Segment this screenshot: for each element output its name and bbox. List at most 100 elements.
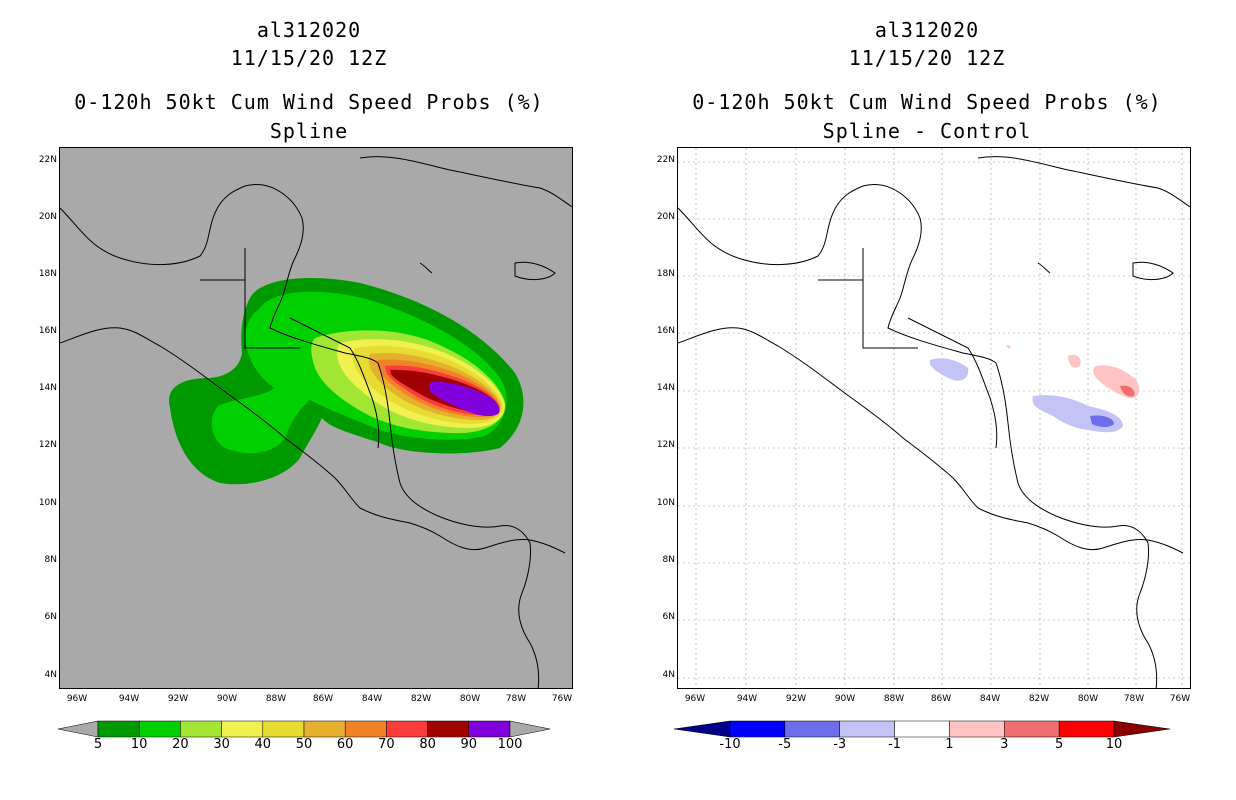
contour-pos-1 [1068,354,1081,368]
lon-label: 82W [410,694,432,704]
method-title: Spline - Control [822,119,1032,143]
lat-label: 12N [38,440,57,450]
lat-label: 22N [38,155,57,165]
difference-map [677,147,1191,689]
coastlines [60,156,572,688]
colorbar-swatch [221,720,264,738]
colorbar-low-arrow [57,720,99,738]
lat-label: 20N [38,212,57,222]
colorbar-label: 20 [172,737,189,752]
lon-label: 92W [167,694,189,704]
contour-neg-1 [1032,395,1123,433]
contour-neg-1 [930,358,969,381]
lon-label: 94W [736,694,758,704]
colorbar-swatch [262,720,305,738]
contour-90 [428,381,500,417]
contour-pos-3 [1120,385,1135,397]
lat-label: 22N [656,155,675,165]
coastlines [678,156,1190,688]
product-title: 0-120h 50kt Cum Wind Speed Probs (%) [692,90,1162,114]
lat-label: 12N [656,440,675,450]
probability-map [59,147,573,689]
colorbar-swatch [303,720,346,738]
gridlines [678,148,1190,688]
lon-label: 80W [459,694,481,704]
lon-label: 84W [979,694,1001,704]
lat-label: 8N [662,555,675,565]
lat-label: 10N [656,498,675,508]
lon-label: 86W [312,694,334,704]
colorbar-swatch [180,720,222,738]
contour-neg-3 [1090,415,1114,427]
lon-label: 80W [1077,694,1099,704]
difference-map-canvas [678,148,1190,688]
lon-label: 78W [1123,694,1145,704]
lat-label: 16N [38,326,57,336]
colorbar-label: 100 [497,737,523,752]
colorbar-swatch [344,720,387,738]
colorbar-label: 60 [336,737,354,752]
left-panel: al312020 11/15/20 12Z 0-120h 50kt Cum Wi… [0,18,618,760]
right-panel: al312020 11/15/20 12Z 0-120h 50kt Cum Wi… [618,0,1236,800]
lat-label: 10N [38,498,57,508]
colorbar-swatch [1058,720,1115,738]
lon-label: 84W [361,694,383,704]
colorbar-label: 50 [295,737,313,752]
lat-label: 8N [44,555,57,565]
colorbar-swatch [427,720,470,738]
lon-label: 88W [265,694,287,704]
lon-label: 76W [551,694,573,704]
difference-contours [930,345,1140,433]
colorbar-label: 40 [254,737,272,752]
lat-label: 4N [662,670,675,680]
storm-id-title: al312020 [256,18,362,42]
probability-contours [169,278,524,485]
colorbar-swatches [673,720,1171,738]
lon-label: 76W [1169,694,1191,704]
colorbar-swatch [839,720,895,738]
lon-label: 86W [930,694,952,704]
contour-pos-1 [1006,345,1011,349]
lon-label: 92W [785,694,807,704]
colorbar-label: 90 [460,737,478,752]
lat-label: 20N [656,212,675,222]
colorbar-swatch [894,720,950,738]
colorbar-label: 10 [130,737,148,752]
difference-colorbar: -10 -5 -3 -1 1 3 5 10 [618,720,1236,760]
lat-label: 6N [662,612,675,622]
colorbar-label: 5 [93,737,103,752]
colorbar-swatch [729,720,786,738]
lat-label: 6N [44,612,57,622]
lon-label: 88W [883,694,905,704]
colorbar-label: -3 [833,737,847,752]
colorbar-high-arrow [509,720,551,738]
lon-label: 82W [1028,694,1050,704]
lon-label: 90W [834,694,856,704]
lat-label: 18N [38,269,57,279]
colorbar-swatch [468,720,511,738]
colorbar-swatch [138,720,181,738]
lon-label: 94W [118,694,140,704]
colorbar-swatch [949,720,1005,738]
colorbar-label: -5 [778,737,792,752]
probability-colorbar: 5 10 20 30 40 50 60 70 80 90 100 [0,720,618,760]
lat-label: 18N [656,269,675,279]
lat-label: 4N [44,670,57,680]
storm-id-title: al312020 [874,18,980,42]
colorbar-swatch [1004,720,1060,738]
colorbar-label: 10 [1105,737,1123,752]
colorbar-label: -1 [888,737,902,752]
colorbar-label: 70 [378,737,395,752]
probability-map-canvas [60,156,572,688]
colorbar-label: 30 [213,737,230,752]
date-title: 11/15/20 12Z [230,46,388,70]
colorbar-swatch [386,720,428,738]
colorbar-swatches [57,720,551,738]
colorbar-label: 1 [945,737,954,752]
lon-label: 96W [66,694,88,704]
colorbar-label: -10 [719,737,741,752]
colorbar-high-arrow [1113,720,1171,738]
lon-label: 96W [684,694,706,704]
colorbar-low-arrow [673,720,731,738]
lat-label: 14N [38,383,57,393]
